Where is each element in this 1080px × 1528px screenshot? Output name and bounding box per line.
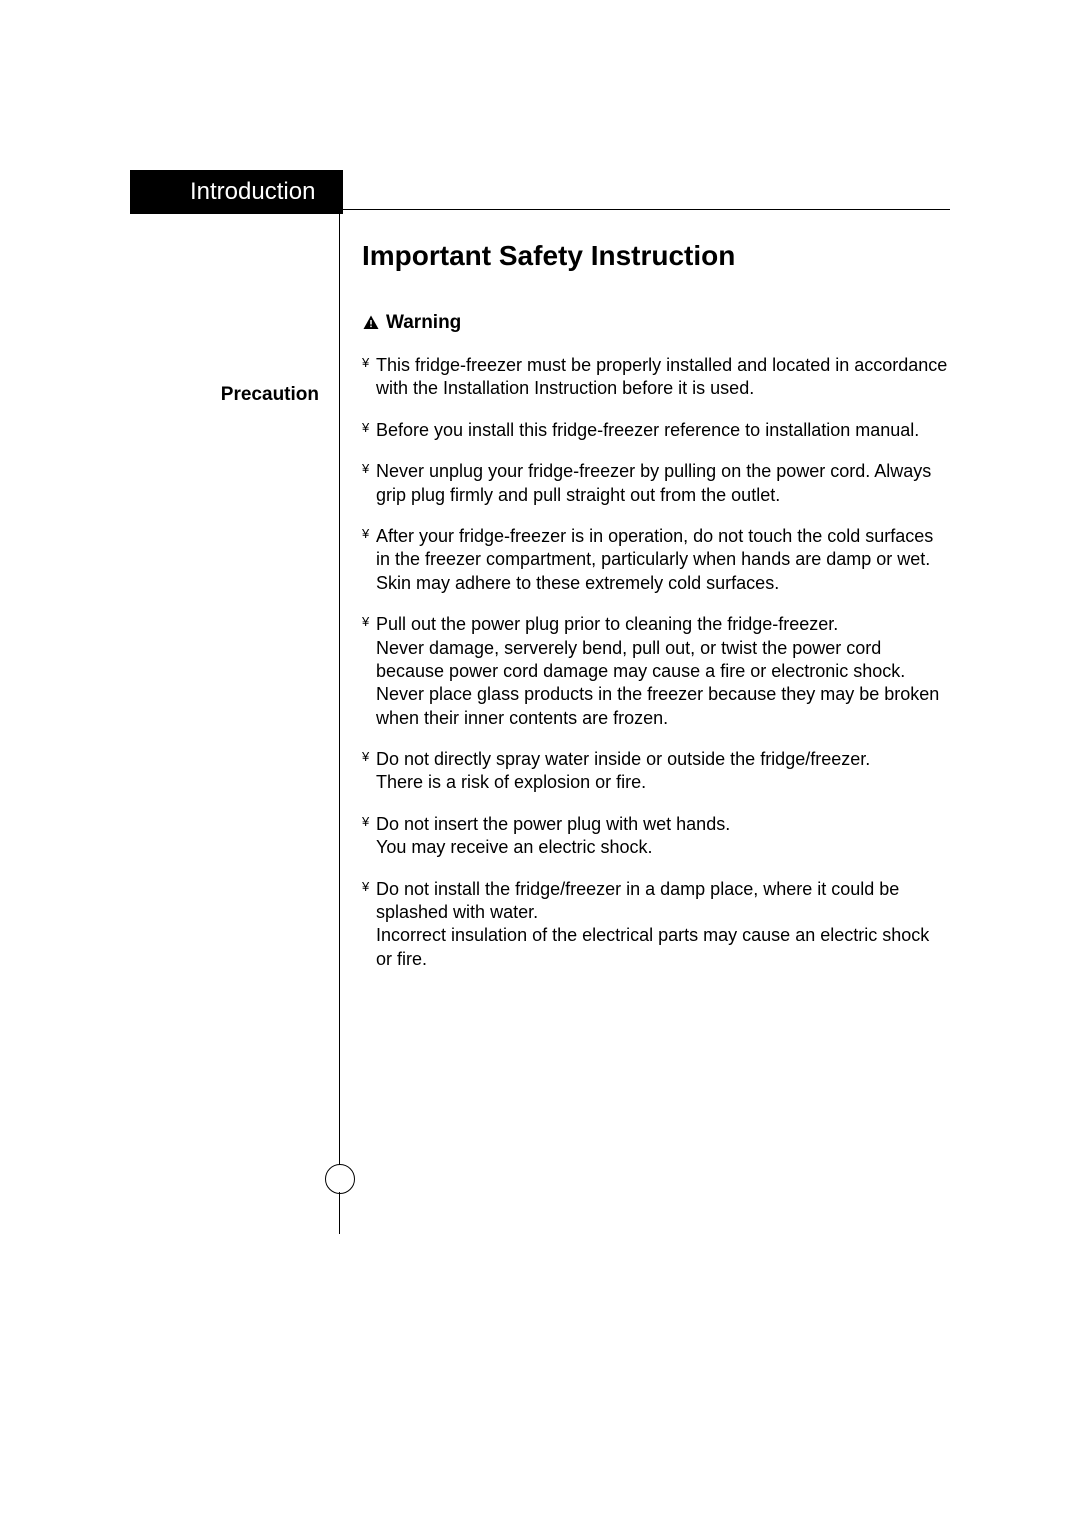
section-tab: Introduction: [130, 170, 343, 214]
bullet-item: ¥ After your fridge-freezer is in operat…: [362, 525, 950, 595]
bullet-marker: ¥: [362, 613, 376, 730]
bullet-text: Before you install this fridge-freezer r…: [376, 419, 950, 442]
bullet-item: ¥ This fridge-freezer must be properly i…: [362, 354, 950, 401]
right-content: Important Safety Instruction Warning ¥ T…: [340, 214, 950, 1174]
bullet-item: ¥ Do not directly spray water inside or …: [362, 748, 950, 795]
bullet-text: This fridge-freezer must be properly ins…: [376, 354, 950, 401]
bullet-marker: ¥: [362, 748, 376, 795]
bullet-text: Do not insert the power plug with wet ha…: [376, 813, 950, 860]
bullet-text: Never unplug your fridge-freezer by pull…: [376, 460, 950, 507]
header-row: Introduction: [130, 170, 950, 214]
bullet-item: ¥ Before you install this fridge-freezer…: [362, 419, 950, 442]
bullet-marker: ¥: [362, 878, 376, 972]
bullet-list: ¥ This fridge-freezer must be properly i…: [362, 354, 950, 971]
bullet-text: Do not directly spray water inside or ou…: [376, 748, 950, 795]
bullet-item: ¥ Do not install the fridge/freezer in a…: [362, 878, 950, 972]
bullet-marker: ¥: [362, 419, 376, 442]
left-margin: Precaution: [130, 214, 340, 1174]
bullet-marker: ¥: [362, 525, 376, 595]
bullet-item: ¥ Do not insert the power plug with wet …: [362, 813, 950, 860]
bullet-marker: ¥: [362, 460, 376, 507]
bullet-text: Do not install the fridge/freezer in a d…: [376, 878, 950, 972]
page-number-circle: [325, 1164, 355, 1194]
bullet-text: After your fridge-freezer is in operatio…: [376, 525, 950, 595]
bullet-item: ¥ Never unplug your fridge-freezer by pu…: [362, 460, 950, 507]
warning-row: Warning: [362, 312, 950, 334]
header-rule: [343, 170, 950, 210]
bullet-marker: ¥: [362, 354, 376, 401]
warning-label: Warning: [386, 312, 461, 334]
page-title: Important Safety Instruction: [362, 240, 950, 272]
bullet-text: Pull out the power plug prior to cleanin…: [376, 613, 950, 730]
main-content: Precaution Important Safety Instruction …: [130, 214, 950, 1174]
sidebar-label: Precaution: [130, 384, 319, 406]
tail-line: [339, 1192, 340, 1234]
bullet-item: ¥ Pull out the power plug prior to clean…: [362, 613, 950, 730]
page-container: Introduction Precaution Important Safety…: [130, 170, 950, 1174]
bullet-marker: ¥: [362, 813, 376, 860]
warning-icon: [362, 314, 380, 332]
